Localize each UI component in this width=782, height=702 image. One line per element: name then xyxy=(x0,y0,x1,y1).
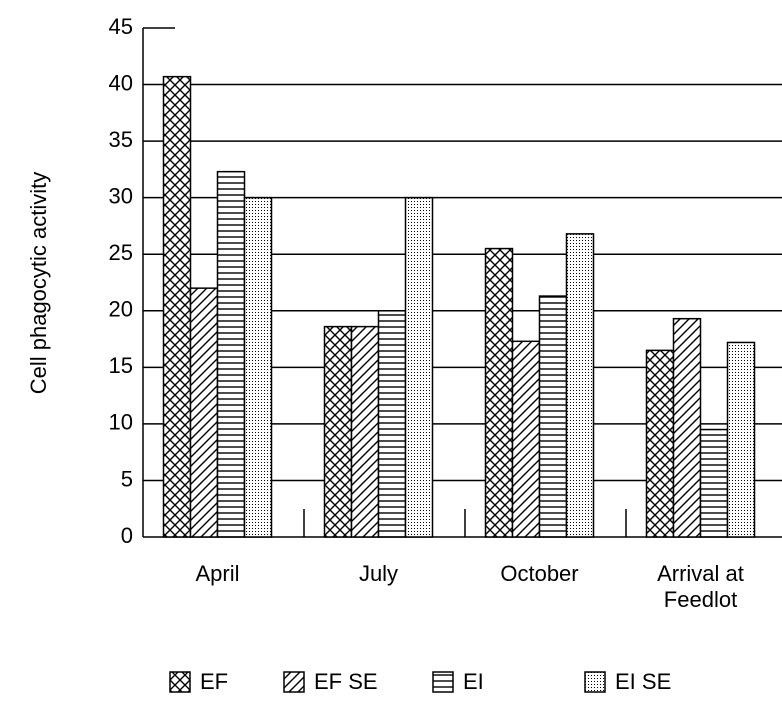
x-tick-label: October xyxy=(500,561,578,586)
legend-swatch xyxy=(169,671,191,693)
bar xyxy=(323,325,353,538)
legend-swatch xyxy=(584,671,606,693)
y-tick-label: 20 xyxy=(109,297,133,322)
bar xyxy=(189,287,219,538)
legend-label: EF SE xyxy=(314,669,378,694)
y-tick-label: 45 xyxy=(109,14,133,39)
bar xyxy=(511,340,541,538)
y-tick-label: 0 xyxy=(121,523,133,548)
bar xyxy=(538,295,568,538)
y-tick-label: 15 xyxy=(109,353,133,378)
y-axis-label: Cell phagocytic activity xyxy=(26,172,51,395)
bar xyxy=(699,428,729,538)
legend-swatch xyxy=(283,671,305,693)
legend-label: EI SE xyxy=(615,669,671,694)
bar xyxy=(484,247,514,538)
legend-label: EI xyxy=(463,669,484,694)
bar xyxy=(645,349,675,538)
x-tick-label: Arrival at Feedlot xyxy=(657,561,744,612)
y-tick-label: 35 xyxy=(109,127,133,152)
bar xyxy=(243,196,273,538)
y-tick-label: 10 xyxy=(109,410,133,435)
bar xyxy=(162,75,192,538)
bar xyxy=(216,170,246,538)
bar xyxy=(350,325,380,538)
bar xyxy=(726,341,756,538)
bar xyxy=(404,196,434,538)
legend-swatch xyxy=(432,671,454,693)
y-tick-label: 40 xyxy=(109,70,133,95)
bar xyxy=(377,310,407,538)
y-tick-label: 5 xyxy=(121,466,133,491)
y-tick-label: 30 xyxy=(109,183,133,208)
x-tick-label: July xyxy=(359,561,398,586)
bar xyxy=(565,233,595,538)
legend-label: EF xyxy=(200,669,228,694)
y-tick-label: 25 xyxy=(109,240,133,265)
x-tick-label: April xyxy=(195,561,239,586)
bar xyxy=(672,317,702,538)
